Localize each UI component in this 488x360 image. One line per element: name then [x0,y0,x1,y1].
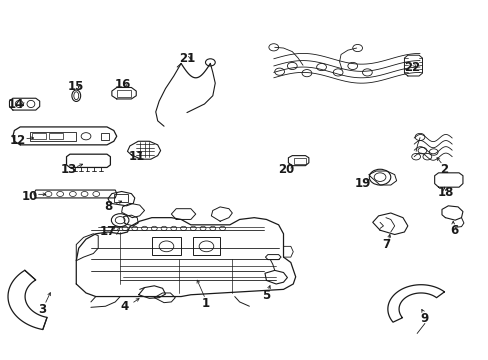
Bar [294,158,306,163]
Text: 14: 14 [8,98,24,111]
Bar [101,133,109,140]
Text: 18: 18 [436,186,453,199]
Text: 5: 5 [262,289,270,302]
Text: 11: 11 [129,150,145,163]
Text: 2: 2 [440,163,447,176]
Text: 6: 6 [449,224,457,237]
Text: 13: 13 [61,163,77,176]
Text: 9: 9 [420,311,428,325]
Text: 4: 4 [121,300,129,313]
Bar [117,90,131,97]
Text: 15: 15 [68,80,84,93]
Bar [152,237,181,255]
Text: 16: 16 [114,78,130,91]
Bar [30,132,76,140]
Text: 22: 22 [404,60,420,73]
Text: 12: 12 [10,134,26,147]
Text: 17: 17 [100,225,116,238]
Bar [114,194,128,202]
Bar [193,237,220,255]
Text: 8: 8 [103,201,112,213]
Text: 19: 19 [354,177,370,190]
Text: 1: 1 [201,297,209,310]
Text: 3: 3 [38,303,46,316]
Text: 21: 21 [179,51,195,64]
Bar [49,134,63,139]
Bar [32,134,46,139]
Text: 20: 20 [277,163,293,176]
Text: 7: 7 [381,238,389,251]
Text: 10: 10 [22,190,38,203]
